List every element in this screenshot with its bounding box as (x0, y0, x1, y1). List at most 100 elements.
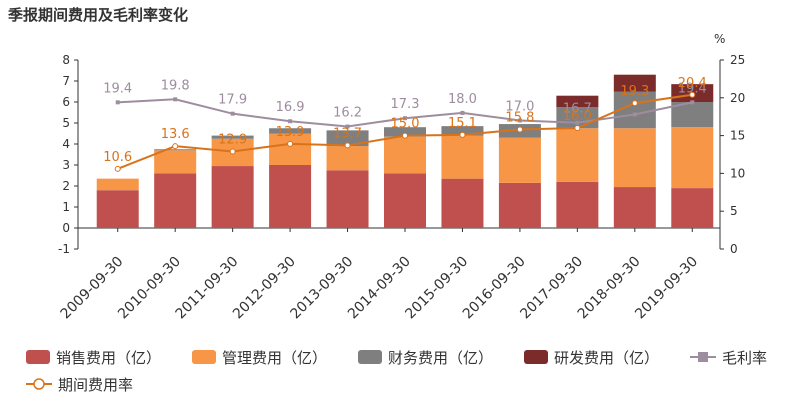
data-label: 17.3 (391, 97, 420, 112)
left-tick-label: 6 (62, 95, 70, 109)
data-label: 16.7 (563, 102, 592, 117)
line-point (459, 131, 466, 138)
legend-swatch (524, 350, 548, 364)
bar-segment (384, 127, 426, 137)
left-tick-label: 1 (62, 200, 70, 214)
left-tick-label: 8 (62, 53, 70, 67)
left-tick-label: -1 (58, 242, 70, 256)
legend-label: 销售费用（亿） (56, 349, 161, 367)
bar-segment (154, 150, 197, 174)
right-tick-label: 0 (730, 242, 738, 256)
bar-segment (671, 127, 714, 189)
right-tick-label: 10 (730, 166, 745, 180)
bar-segment (326, 170, 369, 228)
data-label: 12.9 (218, 132, 247, 147)
line-point (229, 148, 236, 155)
line-point (287, 140, 294, 147)
left-tick-label: 5 (62, 116, 70, 130)
bar-segment (556, 128, 599, 182)
legend-label: 期间费用率 (58, 376, 133, 394)
line-point (402, 132, 408, 139)
legend-label: 研发费用（亿） (554, 349, 659, 367)
bar-segment (96, 190, 139, 228)
data-label: 18.0 (448, 92, 477, 107)
data-label: 16.9 (276, 100, 305, 115)
chart-title: 季报期间费用及毛利率变化 (8, 6, 189, 24)
line-point (690, 100, 695, 105)
line-point (689, 91, 696, 98)
data-label: 16.0 (563, 109, 592, 124)
bar-segment (269, 133, 312, 165)
left-tick-label: 2 (62, 179, 70, 193)
legend-marker (33, 378, 45, 390)
right-tick-label: 20 (730, 91, 745, 105)
bar-segment (154, 149, 197, 151)
line-point (631, 100, 638, 107)
data-label: 16.2 (333, 106, 362, 121)
bar-segment (326, 146, 369, 171)
data-label: 13.9 (276, 125, 305, 140)
data-label: 19.4 (678, 81, 707, 96)
bar-segment (556, 181, 599, 228)
bar-segment (211, 135, 254, 139)
line-point (460, 110, 465, 115)
data-label: 19.4 (103, 81, 132, 96)
left-tick-label: 4 (62, 137, 70, 151)
data-label: 15.0 (391, 117, 420, 132)
bar-segment (441, 126, 484, 136)
bar-segment (269, 165, 312, 228)
bar-segment (498, 137, 541, 183)
bar-segment (498, 182, 541, 228)
line-point (574, 125, 581, 132)
bar-segment (384, 173, 426, 228)
line-point (344, 142, 351, 149)
left-tick-label: 0 (62, 221, 70, 235)
bar-segment (613, 74, 656, 92)
line-point (115, 100, 120, 105)
right-axis-unit: % (714, 32, 725, 46)
legend-label: 毛利率 (722, 349, 767, 367)
line-point (230, 111, 235, 116)
bar-segment (211, 166, 254, 228)
line-point (172, 143, 179, 150)
data-label: 15.1 (448, 116, 477, 131)
right-tick-label: 15 (730, 129, 745, 143)
line-point (114, 165, 121, 172)
data-label: 20.4 (678, 76, 707, 91)
legend-swatch (192, 350, 216, 364)
line-point (575, 120, 580, 125)
line-point (403, 116, 407, 121)
data-label: 19.8 (161, 78, 190, 93)
line-point (288, 119, 293, 124)
bar-segment (96, 178, 139, 191)
legend-label: 财务费用（亿） (388, 349, 493, 367)
bar-segment (556, 95, 599, 108)
bar-segment (441, 178, 484, 228)
data-label: 17.9 (218, 93, 247, 108)
data-label: 19.3 (620, 84, 649, 99)
bar-segment (326, 130, 369, 147)
data-label: 17.0 (505, 99, 534, 114)
line-point (516, 126, 523, 133)
bar-segment (441, 135, 484, 179)
bar-segment (154, 173, 197, 228)
line-point (173, 97, 178, 102)
line-point (632, 112, 637, 117)
line-point (345, 124, 350, 129)
bar-segment (269, 128, 312, 134)
data-label: 13.6 (161, 127, 190, 142)
left-tick-label: 7 (62, 74, 70, 88)
bar-segment (384, 136, 426, 174)
left-tick-label: 3 (62, 158, 70, 172)
right-tick-label: 25 (730, 53, 745, 67)
bar-segment (613, 128, 656, 188)
legend-swatch (26, 350, 50, 364)
legend-swatch (358, 350, 382, 364)
bar-segment (613, 187, 656, 228)
data-label: 15.8 (505, 111, 534, 126)
data-label: 13.7 (333, 126, 362, 141)
legend-label: 管理费用（亿） (222, 349, 327, 367)
bar-segment (671, 188, 714, 228)
legend-marker (698, 352, 708, 362)
